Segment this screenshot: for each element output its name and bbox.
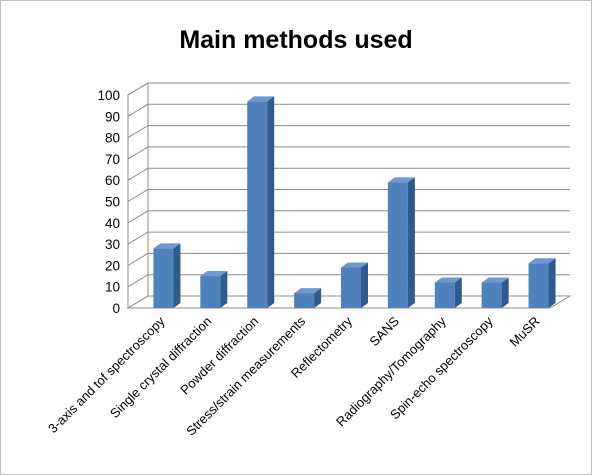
y-axis-ticks: 0 10 20 30 40 50 60 70 80 90 100: [97, 88, 120, 316]
bar-top: [153, 243, 181, 249]
bar-side: [454, 277, 462, 308]
bar-side: [173, 243, 181, 308]
bar-top: [434, 277, 462, 283]
chart-title: Main methods used: [179, 26, 413, 54]
bar-front: [247, 101, 268, 308]
bar: [247, 96, 275, 308]
gridlines: [127, 82, 570, 288]
bar-side: [220, 271, 228, 308]
y-tick-label: 10: [105, 280, 120, 295]
bar-top: [387, 177, 415, 183]
bar-top: [481, 277, 509, 283]
y-tick-label: 30: [105, 237, 120, 252]
gridline: [127, 103, 570, 117]
bar-front: [200, 276, 221, 308]
bar-front: [153, 248, 174, 308]
gridline: [127, 125, 570, 139]
bar-front: [528, 263, 549, 308]
bar-top: [247, 96, 275, 102]
y-tick-label: 60: [105, 173, 120, 188]
bar: [481, 277, 509, 308]
bar-side: [407, 177, 415, 308]
x-tick-label: MuSR: [507, 314, 543, 350]
bar-top: [341, 262, 368, 268]
y-tick-label: 40: [105, 216, 120, 231]
bar-front: [481, 282, 502, 308]
bar-side: [267, 96, 275, 308]
bar: [294, 288, 322, 308]
gridline: [127, 167, 570, 181]
bar: [200, 271, 228, 308]
gridline: [127, 146, 570, 160]
bar: [387, 177, 415, 308]
bar-front: [434, 282, 455, 308]
bar-front: [341, 267, 361, 308]
y-tick-label: 0: [112, 301, 120, 316]
bar-side: [314, 288, 322, 308]
gridline: [127, 210, 570, 224]
bars: [153, 96, 556, 308]
x-tick-label: SANS: [366, 313, 402, 349]
y-tick-label: 20: [105, 258, 120, 273]
y-tick-label: 70: [105, 152, 120, 167]
bar-side: [501, 277, 509, 308]
bar-top: [294, 288, 322, 294]
floor: [126, 295, 572, 309]
gridline: [127, 231, 570, 245]
gridline: [127, 274, 570, 288]
bar-front: [387, 182, 408, 308]
bar: [153, 243, 181, 308]
gridline: [127, 189, 570, 202]
bar-side: [361, 262, 368, 308]
bar-front: [294, 293, 315, 308]
bar: [341, 262, 368, 308]
y-tick-label: 80: [105, 131, 120, 146]
bar-top: [200, 271, 228, 277]
y-tick-label: 50: [105, 195, 120, 210]
y-tick-label: 90: [105, 109, 120, 124]
gridline: [127, 82, 570, 96]
y-tick-label: 100: [97, 88, 120, 103]
gridline: [127, 252, 570, 266]
bar-side: [548, 258, 556, 308]
bar: [528, 258, 556, 308]
bar: [434, 277, 462, 308]
bar-top: [528, 258, 556, 264]
